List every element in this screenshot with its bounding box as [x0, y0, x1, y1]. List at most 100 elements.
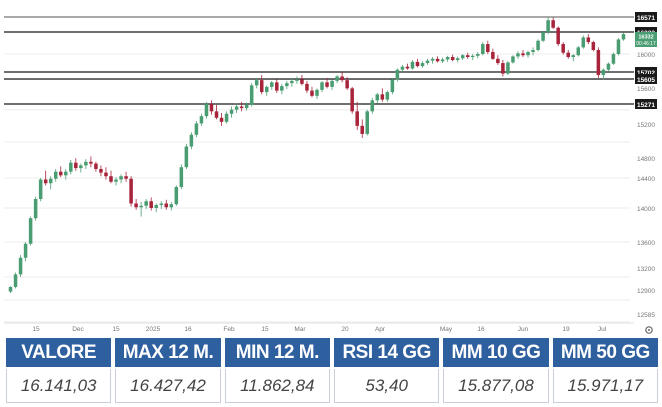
stat-header: MM 10 GG [443, 338, 549, 367]
x-tick-label: May [440, 326, 453, 333]
candle [214, 104, 219, 120]
candle-body [415, 61, 420, 67]
candle-body [561, 44, 565, 53]
candle [204, 101, 209, 119]
candle-body [53, 171, 58, 179]
candle [486, 40, 490, 54]
stat-value: 15.971,17 [552, 369, 658, 403]
candle [69, 160, 73, 175]
candle [556, 26, 560, 47]
y-tick-label: 13200 [637, 266, 655, 273]
stat-value: 15.877,08 [443, 369, 549, 403]
candle-body [481, 44, 485, 54]
candle-body [521, 53, 525, 56]
candle [199, 113, 204, 126]
x-tick-label: 2025 [146, 326, 161, 333]
candle-body [244, 104, 249, 109]
candle [425, 58, 430, 65]
candle-body [259, 80, 264, 93]
candle-body [476, 54, 480, 56]
candle [476, 52, 480, 59]
price-level-label: 15605 [637, 77, 655, 84]
candle [114, 177, 118, 186]
price-level-label: 15271 [637, 102, 655, 109]
candle [43, 170, 48, 186]
candle-body [556, 27, 560, 45]
candle [385, 90, 390, 102]
price-level-badge [635, 67, 657, 77]
x-tick-label: 15 [261, 326, 269, 333]
price-level-label: 15702 [637, 70, 655, 77]
candle-body [606, 63, 611, 70]
candle [189, 132, 194, 150]
candle-body [13, 274, 18, 287]
candle-body [491, 52, 495, 59]
candle-body [164, 203, 169, 208]
stats-table: VALORE 16.141,03 MAX 12 M. 16.427,42 MIN… [6, 338, 658, 404]
candle [541, 30, 545, 43]
candle-body [516, 53, 520, 57]
candle [340, 72, 344, 83]
candle [179, 164, 184, 190]
candle-body [23, 243, 28, 258]
candle [119, 174, 123, 184]
candle-body [370, 100, 375, 112]
y-tick-label: 16000 [637, 52, 655, 59]
candle [501, 60, 505, 77]
candle-body [129, 178, 133, 204]
candle [295, 76, 299, 84]
candle-body [531, 50, 535, 53]
candle-body [546, 20, 550, 33]
candle [305, 80, 309, 93]
candle-body [149, 201, 153, 208]
candle-body [486, 44, 490, 53]
x-tick-label: Apr [375, 326, 386, 333]
candle [536, 39, 540, 52]
x-tick-label: Feb [223, 326, 235, 333]
candle-body [511, 56, 515, 63]
candle-body [290, 80, 294, 84]
candle [109, 170, 113, 184]
candle-body [536, 40, 540, 51]
candle [270, 80, 274, 90]
stat-header: MIN 12 M. [224, 338, 330, 367]
gear-icon[interactable] [645, 326, 653, 334]
candle [154, 203, 158, 213]
candle [229, 106, 234, 118]
candle [239, 101, 244, 112]
candle [430, 57, 435, 64]
candle [104, 167, 108, 180]
candlestick-series [8, 17, 626, 294]
candle-body [300, 79, 304, 84]
candle-body [470, 55, 475, 58]
candle-body [154, 205, 158, 208]
candle-body [501, 63, 505, 74]
candle [234, 103, 239, 113]
candle-body [310, 90, 314, 96]
candle-body [58, 171, 63, 176]
y-tick-label: 13600 [637, 240, 655, 247]
candle-body [134, 203, 138, 208]
candle [355, 101, 359, 130]
candle [460, 54, 465, 61]
candle-body [224, 113, 229, 122]
candle-body [264, 86, 269, 93]
price-chart[interactable]: 1657116332157021560515271 16000156001520… [0, 0, 662, 336]
candle-body [270, 82, 274, 87]
candle-body [285, 83, 289, 87]
candle [164, 199, 169, 210]
candle-body [586, 37, 591, 43]
candle-body [465, 55, 470, 58]
stat-mm-50gg: MM 50 GG 15.971,17 [552, 338, 658, 404]
candle [53, 169, 58, 182]
candle [571, 54, 576, 62]
x-tick-label: Mar [294, 326, 306, 333]
candle [264, 85, 269, 96]
y-tick-label: 12900 [637, 288, 655, 295]
candle [335, 75, 339, 84]
candle [184, 143, 189, 169]
candle-body [335, 76, 339, 81]
candle [48, 176, 53, 190]
candle-body [445, 57, 450, 60]
